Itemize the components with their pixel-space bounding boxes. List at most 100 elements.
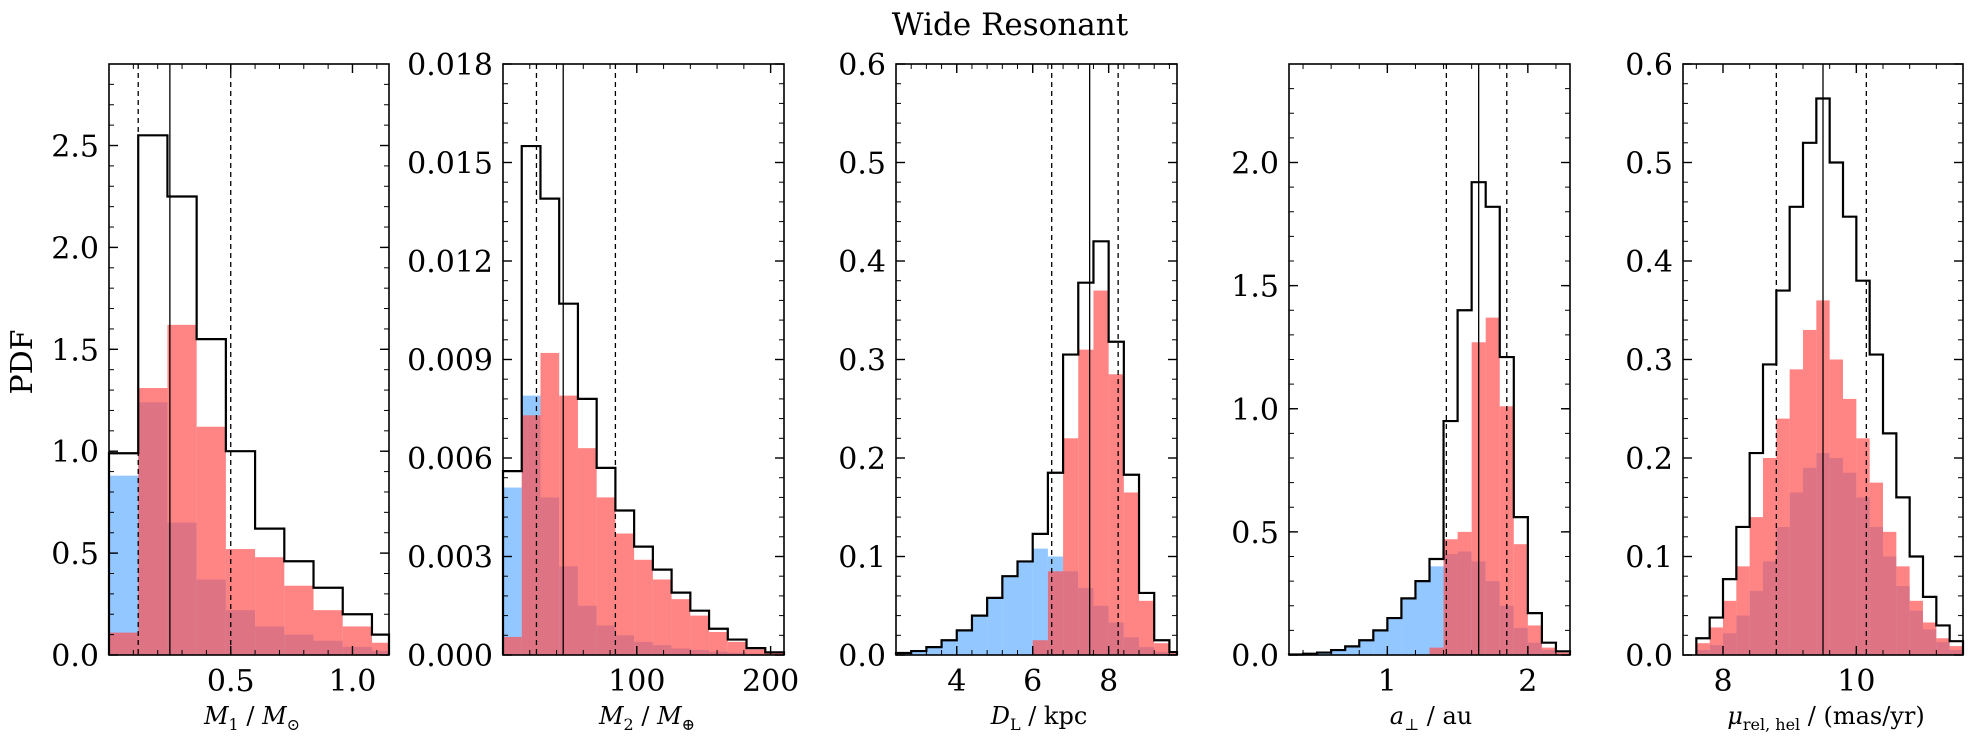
distance-x-tick-label: 4 — [947, 664, 966, 699]
proper-motion-y-tick-label: 0.4 — [1625, 245, 1673, 280]
proper-motion-series-b-bar — [1763, 458, 1777, 655]
distance-series-b-bar — [1063, 438, 1079, 655]
m1-x-tick-label: 0.5 — [207, 664, 255, 699]
panel-m1: M1 / M⊙ 0.0 0.5 1.0 1.5 2.0 2.5 0.5 1.0 — [51, 63, 391, 734]
m2-series-b-bar — [727, 641, 747, 655]
proper-motion-series-b-bar — [1749, 517, 1763, 655]
panel-m2: M2 / M⊕ 0.000 0.003 0.006 0.009 0.012 0.015 0.… — [407, 48, 799, 734]
proper-motion-histogram-bars — [1695, 64, 1965, 655]
m1-series-b-bar — [284, 585, 314, 655]
distance-x-tick-label: 6 — [1023, 664, 1042, 699]
m2-y-tick-label: 0.006 — [407, 442, 493, 477]
separation-series-a-bar — [1317, 652, 1332, 655]
m2-y-tick-label: 0.015 — [407, 147, 493, 182]
separation-series-a-bar — [1401, 598, 1416, 655]
m2-series-b-bar — [634, 559, 653, 655]
proper-motion-y-tick-label: 0.0 — [1625, 639, 1673, 674]
proper-motion-series-b-bar — [1803, 329, 1817, 655]
separation-x-axis-label: a⊥ / au — [1390, 702, 1472, 734]
m2-series-b-bar — [652, 579, 672, 655]
separation-y-tick-label: 1.5 — [1231, 270, 1279, 305]
figure-title: Wide Resonant — [892, 7, 1129, 43]
m1-total-outline — [107, 134, 391, 655]
m1-histogram-bars — [107, 64, 391, 655]
proper-motion-x-tick-label: 8 — [1713, 664, 1732, 699]
panel-separation: a⊥ / au 0.0 0.5 1.0 1.5 2.0 1 2 — [1231, 63, 1572, 734]
m2-series-b-bar — [503, 636, 522, 655]
m2-y-tick-label: 0.018 — [407, 48, 493, 83]
separation-y-tick-label: 1.0 — [1231, 393, 1279, 428]
distance-series-a-bar — [1032, 548, 1048, 655]
distance-y-tick-label: 0.2 — [838, 442, 886, 477]
distance-series-b-bar — [1139, 600, 1155, 655]
m1-y-tick-label: 1.5 — [51, 333, 99, 368]
distance-series-a-bar — [971, 615, 988, 655]
m1-y-tick-label: 1.0 — [51, 435, 99, 470]
separation-y-tick-label: 0.5 — [1231, 516, 1279, 551]
proper-motion-series-b-bar — [1736, 566, 1750, 655]
distance-y-tick-label: 0.1 — [838, 541, 886, 576]
proper-motion-y-tick-label: 0.3 — [1625, 344, 1673, 379]
separation-series-a-bar — [1373, 630, 1388, 655]
distance-series-a-bar — [941, 640, 957, 655]
separation-series-b-bar — [1513, 544, 1528, 655]
m2-total-outline — [501, 144, 786, 655]
distance-series-b-bar — [1108, 374, 1124, 655]
m2-y-tick-label: 0.012 — [407, 245, 493, 280]
m2-x-tick-label: 200 — [742, 664, 799, 699]
proper-motion-series-b-bar — [1829, 359, 1843, 655]
distance-series-a-bar — [1017, 561, 1033, 655]
proper-motion-series-b-bar — [1923, 622, 1937, 655]
separation-series-a-bar — [1415, 581, 1430, 655]
distance-y-tick-label: 0.4 — [838, 245, 886, 280]
separation-y-tick-label: 2.0 — [1231, 147, 1279, 182]
m1-series-b-bar — [196, 426, 226, 655]
m1-series-b-bar — [167, 324, 197, 655]
m1-series-b-bar — [342, 626, 372, 655]
proper-motion-x-axis-label: μrel, hel / (mas/yr) — [1727, 702, 1924, 734]
distance-series-b-bar — [1123, 492, 1140, 655]
distance-series-b-bar — [1154, 643, 1170, 655]
proper-motion-series-b-bar — [1869, 482, 1883, 655]
distance-y-tick-label: 0.5 — [838, 147, 886, 182]
distance-y-tick-label: 0.6 — [838, 48, 886, 83]
distance-series-b-bar — [1169, 653, 1177, 655]
m1-series-b-bar — [138, 388, 168, 655]
separation-series-b-bar — [1457, 531, 1472, 655]
proper-motion-y-tick-label: 0.2 — [1625, 442, 1673, 477]
m2-series-b-bar — [540, 352, 560, 655]
m1-series-b-bar — [109, 632, 139, 655]
separation-series-a-bar — [1345, 646, 1360, 655]
proper-motion-series-b-bar — [1696, 643, 1710, 655]
separation-x-tick-label: 2 — [1518, 664, 1537, 699]
proper-motion-series-b-bar — [1936, 638, 1950, 655]
separation-series-b-bar — [1429, 647, 1444, 655]
proper-motion-series-b-bar — [1789, 369, 1803, 655]
distance-series-a-bar — [911, 651, 927, 655]
distance-series-b-bar — [1078, 349, 1094, 655]
m2-series-b-bar — [596, 497, 616, 655]
m1-series-b-bar — [313, 610, 343, 655]
m1-x-axis-label: M1 / M⊙ — [203, 702, 300, 734]
distance-x-tick-label: 8 — [1099, 664, 1118, 699]
y-axis-label: PDF — [5, 329, 40, 394]
distance-y-tick-label: 0.3 — [838, 344, 886, 379]
m2-series-b-bar — [709, 632, 728, 655]
distance-series-b-bar — [1032, 640, 1048, 655]
separation-series-b-bar — [1485, 317, 1500, 655]
separation-x-tick-label: 1 — [1378, 664, 1397, 699]
m1-y-tick-label: 0.0 — [51, 639, 99, 674]
distance-total-outline — [894, 240, 1179, 655]
distance-y-tick-label: 0.0 — [838, 639, 886, 674]
separation-series-b-bar — [1443, 539, 1458, 655]
distance-series-a-bar — [987, 597, 1003, 655]
separation-series-b-bar — [1555, 652, 1570, 655]
m1-series-b-bar — [371, 642, 389, 655]
proper-motion-series-b-bar — [1949, 646, 1963, 655]
separation-series-b-bar — [1499, 406, 1514, 655]
proper-motion-series-b-bar — [1723, 600, 1737, 655]
proper-motion-series-b-bar — [1856, 438, 1870, 655]
m2-y-tick-label: 0.000 — [407, 639, 493, 674]
separation-series-b-bar — [1527, 625, 1542, 655]
